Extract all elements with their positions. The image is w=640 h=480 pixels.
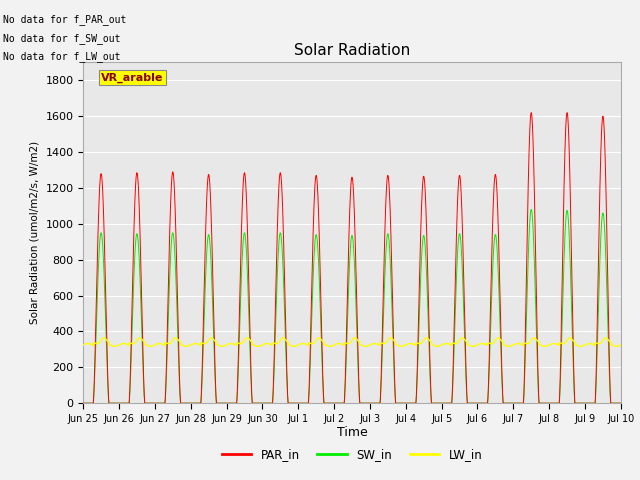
- PAR_in: [488, 270, 495, 276]
- Line: LW_in: LW_in: [83, 338, 621, 347]
- SW_in: [588, 400, 595, 406]
- LW_in: [595, 341, 602, 347]
- Text: No data for f_PAR_out: No data for f_PAR_out: [3, 14, 127, 25]
- LW_in: [334, 341, 342, 347]
- PAR_in: [595, 268, 602, 274]
- SW_in: [527, 206, 535, 212]
- Y-axis label: Solar Radiation (umol/m2/s, W/m2): Solar Radiation (umol/m2/s, W/m2): [30, 141, 40, 324]
- X-axis label: Time: Time: [337, 426, 367, 439]
- Text: No data for f_LW_out: No data for f_LW_out: [3, 51, 121, 62]
- PAR_in: [527, 110, 535, 116]
- SW_in: [262, 400, 269, 406]
- PAR_in: [334, 400, 342, 406]
- SW_in: [472, 400, 480, 406]
- PAR_in: [472, 400, 480, 406]
- Text: No data for f_SW_out: No data for f_SW_out: [3, 33, 121, 44]
- LW_in: [100, 335, 108, 341]
- PAR_in: [588, 400, 595, 406]
- LW_in: [262, 341, 270, 347]
- LW_in: [588, 341, 595, 347]
- Line: PAR_in: PAR_in: [83, 113, 621, 403]
- Line: SW_in: SW_in: [83, 209, 621, 403]
- LW_in: [472, 343, 480, 348]
- SW_in: [595, 313, 602, 319]
- Title: Solar Radiation: Solar Radiation: [294, 44, 410, 59]
- SW_in: [617, 400, 625, 406]
- PAR_in: [79, 400, 87, 406]
- PAR_in: [617, 400, 625, 406]
- SW_in: [488, 304, 495, 310]
- LW_in: [79, 342, 87, 348]
- Text: VR_arable: VR_arable: [101, 72, 163, 83]
- LW_in: [111, 344, 118, 349]
- Legend: PAR_in, SW_in, LW_in: PAR_in, SW_in, LW_in: [217, 443, 487, 466]
- SW_in: [334, 400, 342, 406]
- PAR_in: [262, 400, 269, 406]
- SW_in: [79, 400, 87, 406]
- LW_in: [617, 342, 625, 348]
- LW_in: [488, 341, 495, 347]
